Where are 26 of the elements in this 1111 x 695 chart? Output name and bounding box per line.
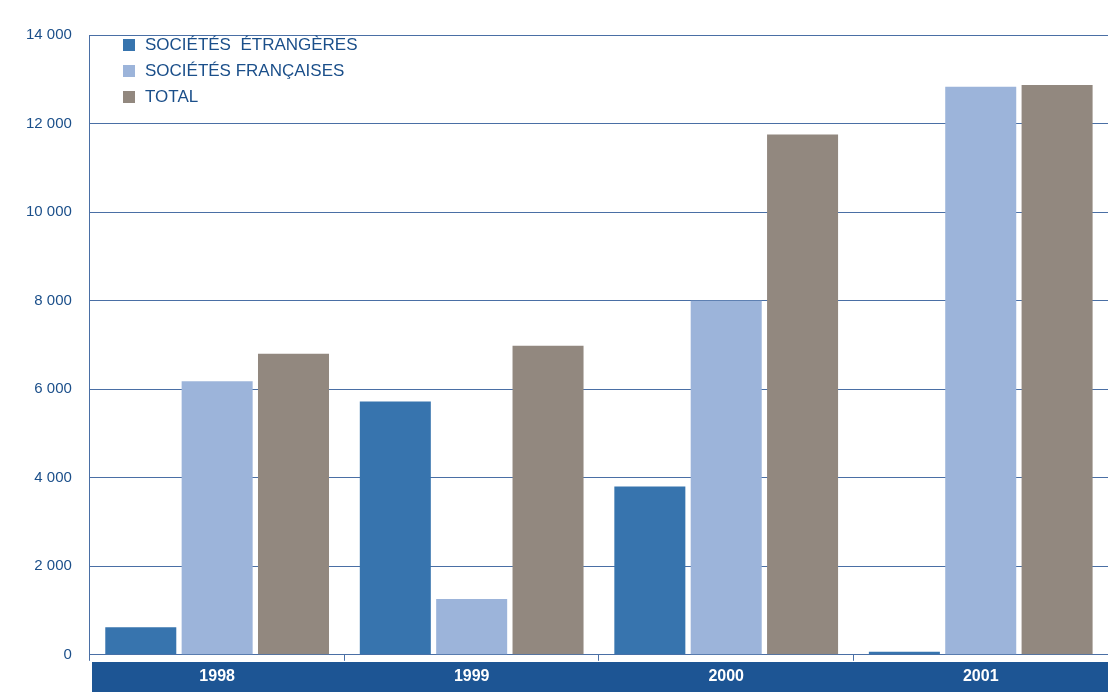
bar bbox=[690, 300, 762, 655]
bar bbox=[1021, 85, 1093, 655]
y-tick-label: 12 000 bbox=[25, 113, 72, 131]
bar bbox=[359, 401, 431, 655]
x-tick-label: 2000 bbox=[708, 666, 745, 684]
bar bbox=[436, 599, 508, 655]
y-tick-label: 14 000 bbox=[25, 25, 72, 43]
bar bbox=[258, 353, 330, 655]
bar bbox=[614, 486, 686, 655]
y-tick-label: 0 bbox=[63, 644, 72, 662]
y-tick-label: 4 000 bbox=[34, 467, 72, 485]
x-tick-label: 1998 bbox=[199, 666, 236, 684]
y-tick-label: 10 000 bbox=[25, 202, 72, 220]
bar bbox=[181, 381, 253, 655]
legend-label: SOCIÉTÉS ÉTRANGÈRES bbox=[145, 35, 358, 55]
legend-label: TOTAL bbox=[145, 87, 199, 107]
bar bbox=[512, 345, 584, 655]
legend-label: SOCIÉTÉS FRANÇAISES bbox=[145, 61, 345, 81]
y-tick-label: 6 000 bbox=[34, 379, 72, 397]
y-tick-label: 2 000 bbox=[34, 556, 72, 574]
bar bbox=[767, 134, 839, 655]
y-tick-label: 8 000 bbox=[34, 290, 72, 308]
x-tick-label: 2001 bbox=[962, 666, 999, 684]
x-tick-label: 1999 bbox=[453, 666, 490, 684]
bar bbox=[105, 627, 177, 655]
bar bbox=[945, 86, 1017, 655]
